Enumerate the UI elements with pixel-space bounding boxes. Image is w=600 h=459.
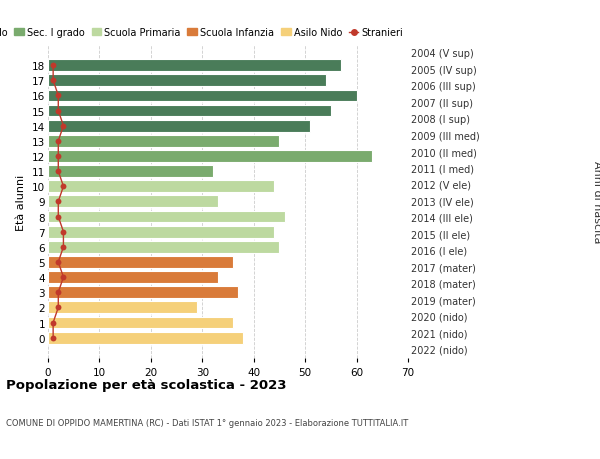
Text: 2019 (mater): 2019 (mater) xyxy=(411,296,476,306)
Bar xyxy=(48,181,274,193)
Bar xyxy=(48,106,331,117)
Point xyxy=(49,78,58,85)
Legend: Sec. II grado, Sec. I grado, Scuola Primaria, Scuola Infanzia, Asilo Nido, Stran: Sec. II grado, Sec. I grado, Scuola Prim… xyxy=(0,28,403,38)
Bar xyxy=(48,90,356,102)
Point xyxy=(53,289,63,297)
Point xyxy=(59,123,68,130)
Text: 2007 (II sup): 2007 (II sup) xyxy=(411,98,473,108)
Text: 2009 (III med): 2009 (III med) xyxy=(411,131,480,141)
Bar xyxy=(48,135,280,147)
Bar xyxy=(48,317,233,329)
Text: 2008 (I sup): 2008 (I sup) xyxy=(411,115,470,125)
Bar xyxy=(48,287,238,298)
Bar xyxy=(48,257,233,269)
Text: Popolazione per età scolastica - 2023: Popolazione per età scolastica - 2023 xyxy=(6,379,287,392)
Text: Anni di nascita: Anni di nascita xyxy=(592,161,600,243)
Text: 2018 (mater): 2018 (mater) xyxy=(411,279,476,289)
Text: 2017 (mater): 2017 (mater) xyxy=(411,263,476,273)
Point xyxy=(49,62,58,70)
Point xyxy=(53,153,63,160)
Text: 2014 (III ele): 2014 (III ele) xyxy=(411,213,473,224)
Point xyxy=(59,183,68,190)
Text: 2011 (I med): 2011 (I med) xyxy=(411,164,474,174)
Text: 2012 (V ele): 2012 (V ele) xyxy=(411,180,471,190)
Bar xyxy=(48,121,310,132)
Text: 2016 (I ele): 2016 (I ele) xyxy=(411,246,467,256)
Point xyxy=(53,138,63,145)
Bar xyxy=(48,151,372,162)
Text: 2013 (IV ele): 2013 (IV ele) xyxy=(411,197,474,207)
Bar xyxy=(48,272,218,283)
Text: 2021 (nido): 2021 (nido) xyxy=(411,328,467,338)
Point xyxy=(53,213,63,221)
Bar xyxy=(48,166,212,178)
Text: 2004 (V sup): 2004 (V sup) xyxy=(411,49,474,59)
Bar xyxy=(48,75,326,87)
Bar xyxy=(48,302,197,313)
Point xyxy=(53,168,63,175)
Point xyxy=(53,107,63,115)
Text: 2010 (II med): 2010 (II med) xyxy=(411,148,477,158)
Bar xyxy=(48,60,341,72)
Text: 2015 (II ele): 2015 (II ele) xyxy=(411,230,470,240)
Point xyxy=(59,229,68,236)
Text: 2020 (nido): 2020 (nido) xyxy=(411,312,467,322)
Text: 2006 (III sup): 2006 (III sup) xyxy=(411,82,476,92)
Point xyxy=(53,304,63,311)
Point xyxy=(59,274,68,281)
Point xyxy=(53,198,63,206)
Bar xyxy=(48,241,280,253)
Y-axis label: Età alunni: Età alunni xyxy=(16,174,26,230)
Text: 2005 (IV sup): 2005 (IV sup) xyxy=(411,66,477,76)
Bar xyxy=(48,332,244,344)
Point xyxy=(49,319,58,326)
Point xyxy=(49,334,58,341)
Point xyxy=(59,244,68,251)
Bar xyxy=(48,211,284,223)
Bar xyxy=(48,196,218,208)
Text: COMUNE DI OPPIDO MAMERTINA (RC) - Dati ISTAT 1° gennaio 2023 - Elaborazione TUTT: COMUNE DI OPPIDO MAMERTINA (RC) - Dati I… xyxy=(6,418,408,427)
Text: 2022 (nido): 2022 (nido) xyxy=(411,345,467,355)
Point xyxy=(53,259,63,266)
Bar xyxy=(48,226,274,238)
Point xyxy=(53,93,63,100)
